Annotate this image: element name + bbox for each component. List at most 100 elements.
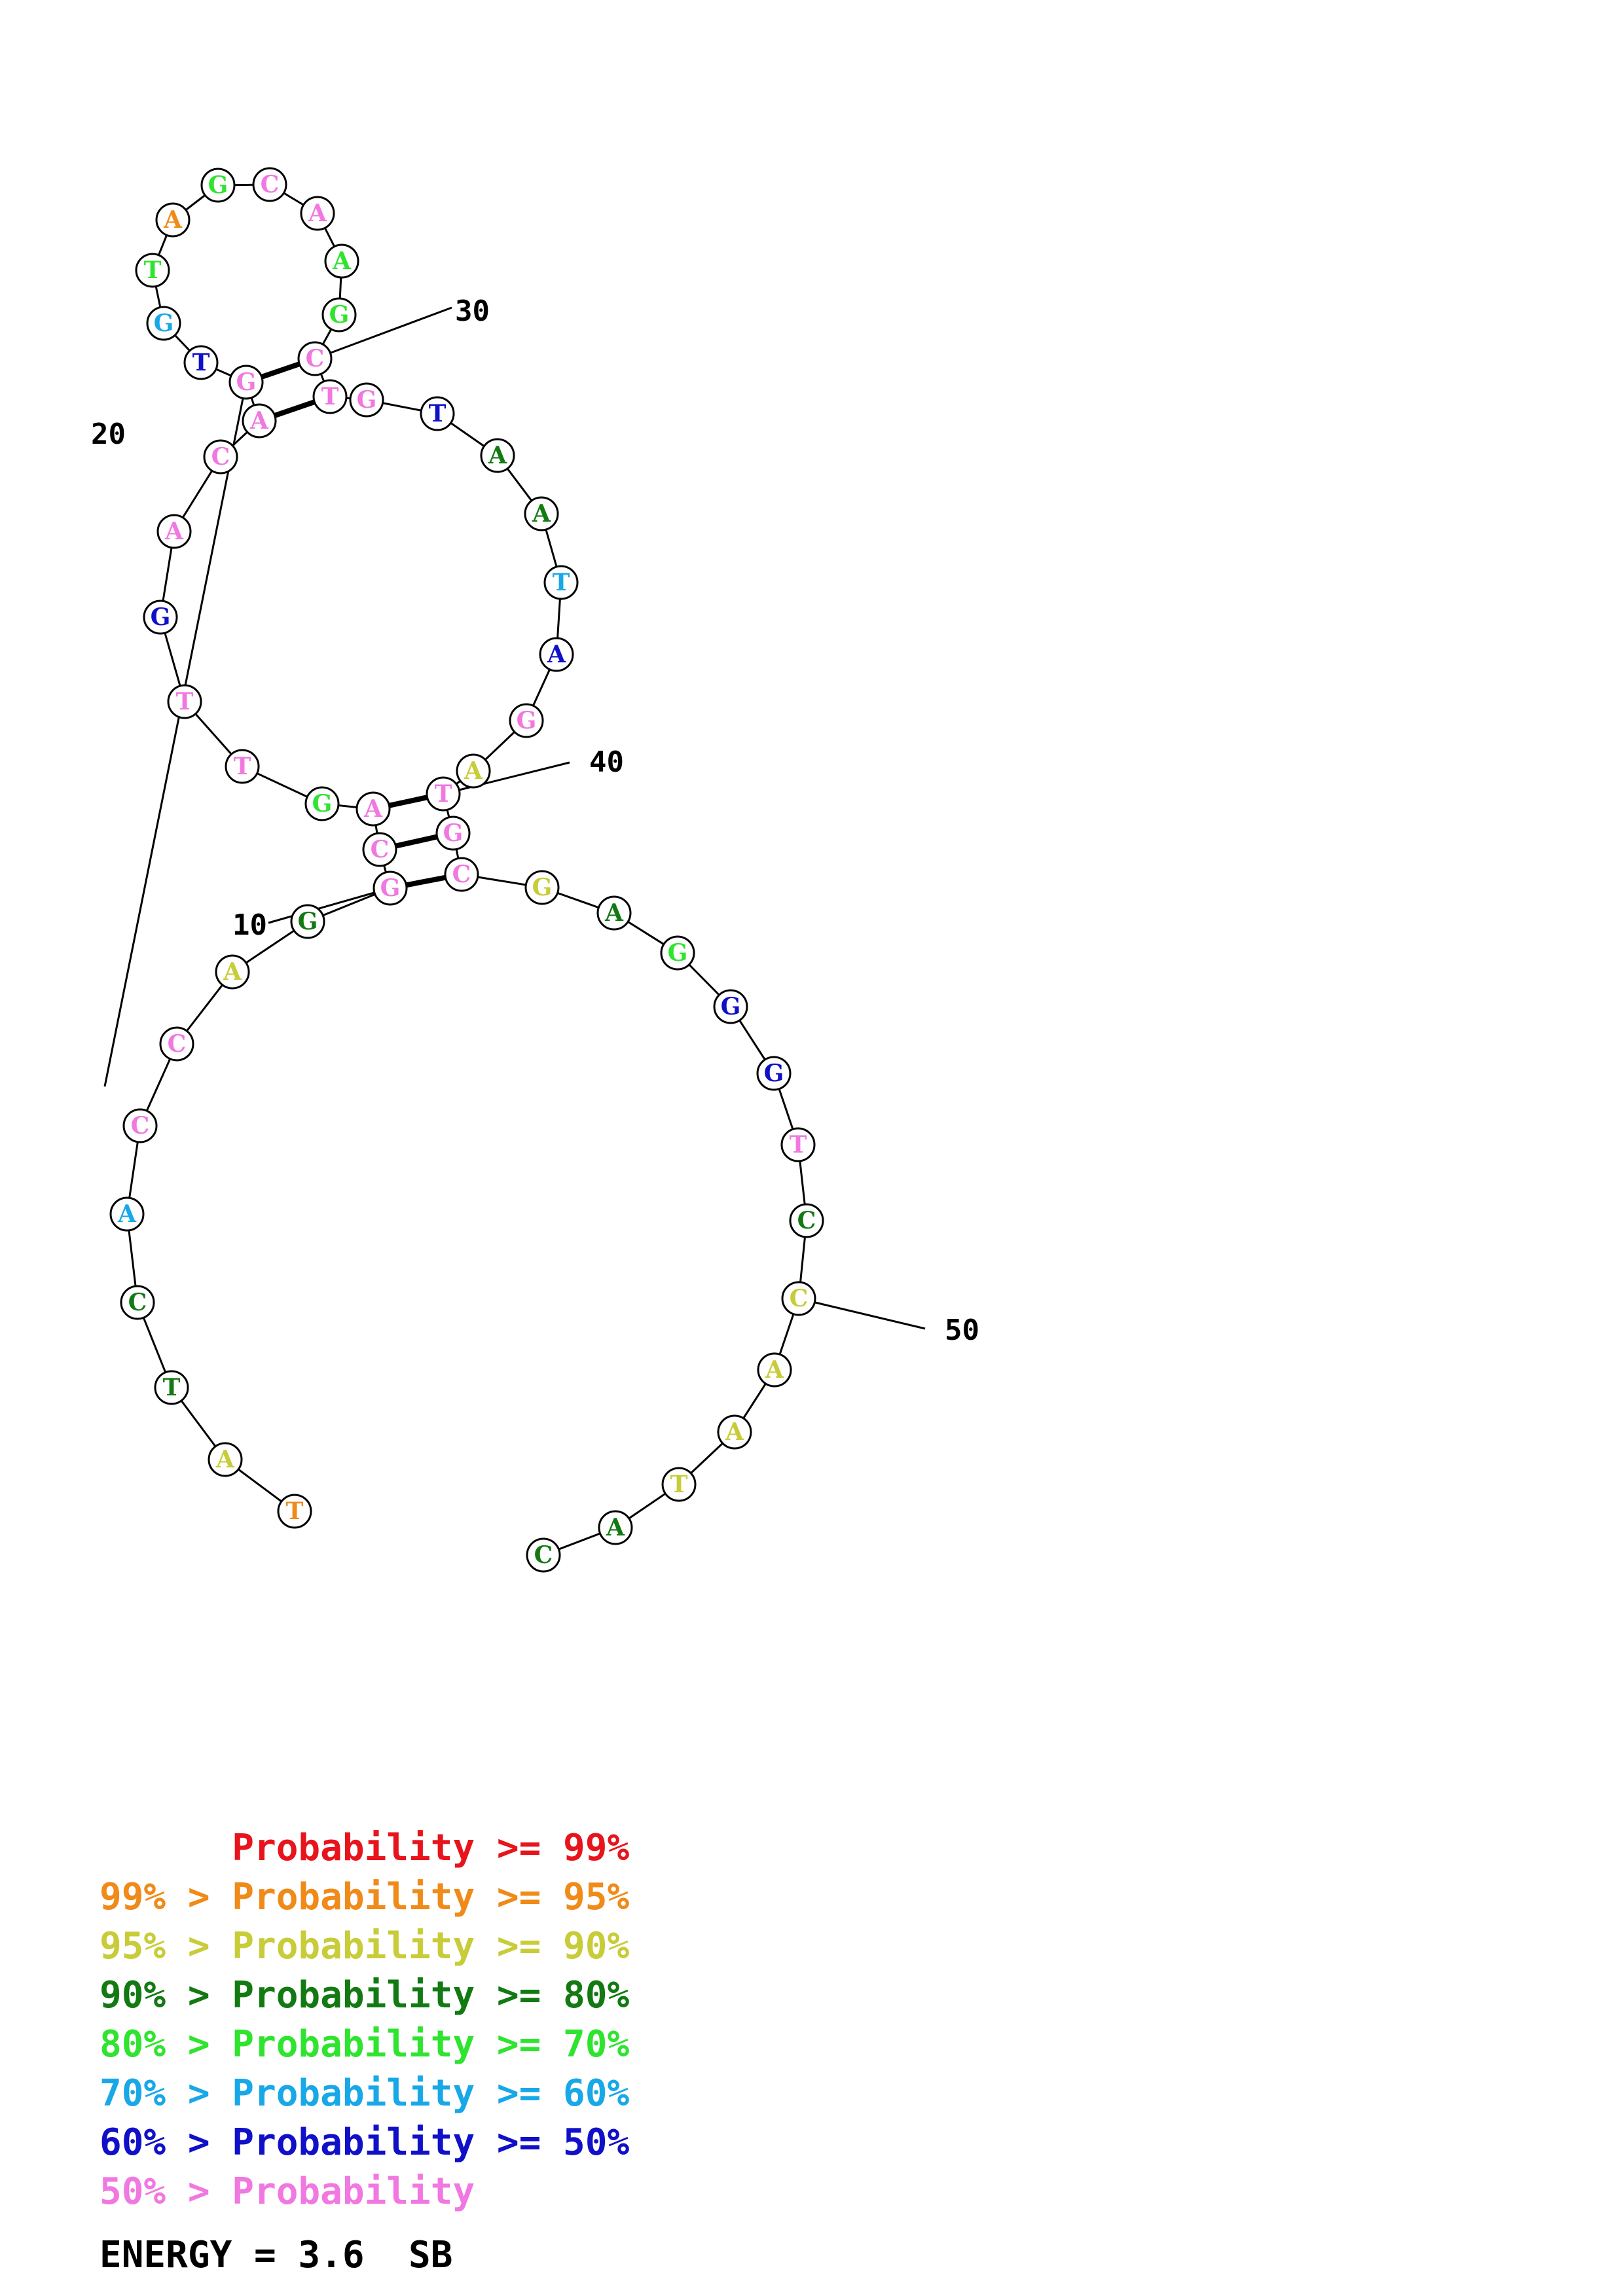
nucleotide-circle bbox=[277, 1494, 312, 1529]
nucleotide-letter: G bbox=[532, 874, 553, 901]
nucleotide-38: G bbox=[509, 703, 544, 738]
nucleotide-45: G bbox=[660, 935, 695, 971]
position-tick-10 bbox=[268, 887, 391, 924]
nucleotide-letter: T bbox=[321, 383, 339, 410]
nucleotide-circle bbox=[356, 791, 391, 827]
nucleotide-letter: G bbox=[154, 310, 174, 337]
position-tick-50 bbox=[798, 1297, 926, 1330]
nucleotide-letter: G bbox=[517, 707, 537, 734]
nucleotide-circle bbox=[435, 816, 471, 851]
nucleotide-letter: A bbox=[363, 795, 383, 823]
nucleotide-24: A bbox=[155, 202, 191, 238]
nucleotide-48: T bbox=[780, 1127, 816, 1162]
position-tick-40 bbox=[443, 761, 570, 795]
position-label-20: 20 bbox=[91, 418, 126, 451]
nucleotide-3: T bbox=[154, 1370, 189, 1405]
nucleotide-circle bbox=[300, 196, 335, 231]
nucleotide-22: G bbox=[146, 306, 181, 341]
nucleotide-circle bbox=[156, 514, 192, 549]
nucleotide-letter: G bbox=[329, 301, 350, 329]
nucleotide-letter: A bbox=[117, 1200, 137, 1228]
nucleotide-14: T bbox=[225, 749, 260, 784]
nucleotide-letter: A bbox=[163, 206, 183, 234]
nucleotide-letter: C bbox=[534, 1541, 553, 1569]
nucleotide-circle bbox=[252, 167, 287, 202]
nucleotide-circle bbox=[456, 753, 491, 789]
nucleotide-letter: G bbox=[380, 874, 401, 902]
nucleotide-circle bbox=[596, 895, 632, 931]
nucleotide-letter: G bbox=[236, 368, 257, 396]
nucleotide-20: G bbox=[228, 365, 264, 400]
nucleotide-31: T bbox=[312, 379, 348, 414]
nucleotide-18: C bbox=[203, 439, 238, 475]
nucleotide-circle bbox=[480, 438, 515, 473]
nucleotide-34: A bbox=[480, 438, 515, 473]
nucleotide-39: A bbox=[456, 753, 491, 789]
nucleotide-circle bbox=[780, 1127, 816, 1162]
nucleotide-letter: T bbox=[163, 1374, 181, 1401]
nucleotide-circle bbox=[362, 832, 397, 867]
nucleotide-circle bbox=[203, 439, 238, 475]
nucleotide-28: A bbox=[324, 243, 359, 279]
base-pair-bonds bbox=[245, 356, 462, 891]
nucleotide-circle bbox=[228, 365, 264, 400]
nucleotide-letter: T bbox=[176, 688, 194, 715]
nucleotide-circle bbox=[598, 1510, 633, 1545]
nucleotide-circle bbox=[183, 345, 219, 380]
nucleotide-35: A bbox=[524, 496, 559, 531]
nucleotide-41: G bbox=[435, 816, 471, 851]
nucleotide-letter: C bbox=[790, 1285, 809, 1312]
nucleotide-circle bbox=[146, 306, 181, 341]
nucleotide-36: T bbox=[543, 565, 579, 600]
nucleotide-letter: G bbox=[151, 603, 171, 631]
position-label-10: 10 bbox=[232, 908, 267, 942]
nucleotide-55: C bbox=[526, 1537, 561, 1573]
legend-line-80: 90% > Probability >= 80% bbox=[100, 1974, 630, 2017]
position-tick-30 bbox=[314, 306, 452, 360]
nucleotide-letter: C bbox=[797, 1207, 816, 1234]
nucleotide-letter: T bbox=[790, 1131, 807, 1158]
nucleotide-circle bbox=[159, 1026, 194, 1062]
position-label-30: 30 bbox=[455, 295, 490, 328]
nucleotide-43: G bbox=[524, 870, 560, 905]
nucleotide-53: T bbox=[661, 1467, 697, 1502]
nucleotide-circle bbox=[509, 703, 544, 738]
nucleotide-12: A bbox=[356, 791, 391, 827]
nucleotide-letter: T bbox=[670, 1471, 688, 1498]
nucleotide-circle bbox=[225, 749, 260, 784]
nucleotide-circle bbox=[120, 1285, 155, 1320]
legend-line-60: 70% > Probability >= 60% bbox=[100, 2072, 630, 2115]
nucleotide-letter: A bbox=[532, 500, 551, 528]
nucleotide-letter: A bbox=[464, 757, 483, 785]
nucleotide-letter: C bbox=[131, 1112, 150, 1139]
nucleotide-letter: G bbox=[312, 790, 333, 817]
nucleotide-letter: A bbox=[332, 247, 352, 275]
nucleotide-circle bbox=[167, 684, 202, 719]
nucleotide-37: A bbox=[539, 637, 574, 672]
nucleotide-circle bbox=[781, 1281, 816, 1316]
nucleotide-10: G bbox=[373, 870, 408, 906]
nucleotide-9: G bbox=[290, 904, 325, 939]
nucleotide-circle bbox=[321, 297, 357, 332]
nucleotide-circle bbox=[312, 379, 348, 414]
nucleotide-circle bbox=[349, 382, 384, 418]
nucleotide-circle bbox=[324, 243, 359, 279]
nucleotide-circle bbox=[524, 496, 559, 531]
nucleotide-51: A bbox=[757, 1352, 792, 1388]
nucleotide-42: C bbox=[444, 857, 479, 892]
nucleotide-circle bbox=[426, 776, 461, 812]
nucleotide-letter: T bbox=[286, 1498, 304, 1525]
nucleotide-letter: C bbox=[371, 836, 390, 863]
nucleotide-circle bbox=[756, 1056, 792, 1091]
nucleotide-circle bbox=[757, 1352, 792, 1388]
nucleotide-letter: A bbox=[488, 442, 507, 469]
nucleotide-letter: G bbox=[443, 819, 464, 847]
nucleotide-8: A bbox=[215, 954, 250, 990]
nucleotide-letter: A bbox=[725, 1418, 744, 1446]
nucleotide-circle bbox=[444, 857, 479, 892]
position-labels: 10 20 30 40 50 bbox=[91, 295, 979, 1347]
nucleotide-circle bbox=[122, 1108, 158, 1143]
nucleotide-letter: T bbox=[192, 349, 210, 376]
nucleotide-letter: C bbox=[128, 1289, 147, 1316]
